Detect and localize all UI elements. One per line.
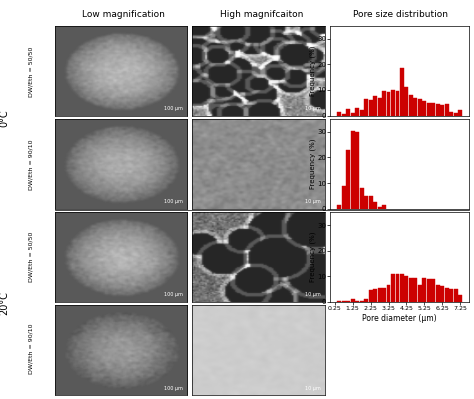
Y-axis label: Frequency (%): Frequency (%): [309, 45, 316, 96]
Bar: [369, 100, 373, 116]
Bar: [373, 202, 377, 209]
Bar: [413, 278, 418, 302]
Text: 10 μm: 10 μm: [305, 385, 321, 391]
Bar: [364, 299, 368, 302]
Bar: [355, 132, 359, 209]
Bar: [395, 91, 400, 116]
Bar: [346, 150, 350, 209]
Bar: [427, 279, 431, 302]
Bar: [386, 93, 391, 116]
Bar: [404, 87, 409, 116]
Bar: [422, 278, 427, 302]
Text: Pore size distribution: Pore size distribution: [353, 10, 447, 19]
Bar: [342, 186, 346, 209]
Bar: [360, 300, 364, 302]
Bar: [404, 276, 409, 302]
Bar: [436, 104, 440, 116]
Bar: [436, 285, 440, 302]
Bar: [395, 274, 400, 302]
Text: DW/Eth = 50/50: DW/Eth = 50/50: [28, 231, 33, 282]
Text: 100 μm: 100 μm: [164, 106, 183, 111]
Bar: [400, 274, 404, 302]
Bar: [342, 114, 346, 116]
Bar: [337, 205, 341, 209]
Bar: [342, 300, 346, 302]
Bar: [378, 98, 382, 116]
Bar: [382, 205, 386, 209]
Bar: [386, 285, 391, 302]
Bar: [382, 91, 386, 116]
Bar: [449, 112, 453, 116]
Bar: [373, 96, 377, 116]
Bar: [337, 300, 341, 302]
Bar: [440, 286, 444, 302]
Text: 0°C: 0°C: [0, 109, 10, 127]
Bar: [440, 105, 444, 116]
Bar: [378, 207, 382, 209]
Bar: [351, 130, 355, 209]
Bar: [355, 300, 359, 302]
Bar: [454, 113, 458, 116]
Text: 10 μm: 10 μm: [305, 292, 321, 297]
Text: 100 μm: 100 μm: [164, 385, 183, 391]
Bar: [373, 289, 377, 302]
Bar: [427, 103, 431, 116]
Bar: [360, 111, 364, 116]
Bar: [351, 299, 355, 302]
Bar: [351, 113, 355, 116]
Text: 10 μm: 10 μm: [305, 199, 321, 204]
Bar: [409, 278, 413, 302]
Text: 10 μm: 10 μm: [305, 106, 321, 111]
Text: DW/Eth = 50/50: DW/Eth = 50/50: [28, 47, 33, 97]
Bar: [431, 279, 435, 302]
Y-axis label: Frequency (%): Frequency (%): [309, 232, 316, 282]
Bar: [458, 295, 462, 302]
Bar: [409, 95, 413, 116]
Bar: [458, 111, 462, 116]
Text: 100 μm: 100 μm: [164, 199, 183, 204]
Bar: [364, 99, 368, 116]
Bar: [413, 98, 418, 116]
Bar: [449, 289, 453, 302]
Y-axis label: Frequency (%): Frequency (%): [309, 138, 316, 189]
Bar: [337, 112, 341, 116]
Bar: [418, 99, 422, 116]
Bar: [360, 188, 364, 209]
Bar: [445, 288, 449, 302]
Bar: [355, 108, 359, 116]
Bar: [369, 196, 373, 209]
Text: Low magnification: Low magnification: [82, 10, 165, 19]
Bar: [346, 109, 350, 116]
Bar: [346, 300, 350, 302]
Bar: [391, 274, 395, 302]
Text: 100 μm: 100 μm: [164, 292, 183, 297]
Bar: [369, 290, 373, 302]
Bar: [378, 288, 382, 302]
Bar: [364, 196, 368, 209]
X-axis label: Pore diameter (μm): Pore diameter (μm): [363, 314, 437, 323]
Text: DW/Eth = 90/10: DW/Eth = 90/10: [28, 139, 33, 190]
Bar: [391, 90, 395, 116]
Bar: [418, 285, 422, 302]
Bar: [454, 289, 458, 302]
Bar: [422, 101, 427, 116]
Bar: [431, 103, 435, 116]
Bar: [382, 288, 386, 302]
Text: DW/Eth = 90/10: DW/Eth = 90/10: [28, 324, 33, 374]
Bar: [445, 104, 449, 116]
Bar: [400, 68, 404, 116]
Text: High magnifcaiton: High magnifcaiton: [220, 10, 303, 19]
Text: 20°C: 20°C: [0, 291, 10, 315]
